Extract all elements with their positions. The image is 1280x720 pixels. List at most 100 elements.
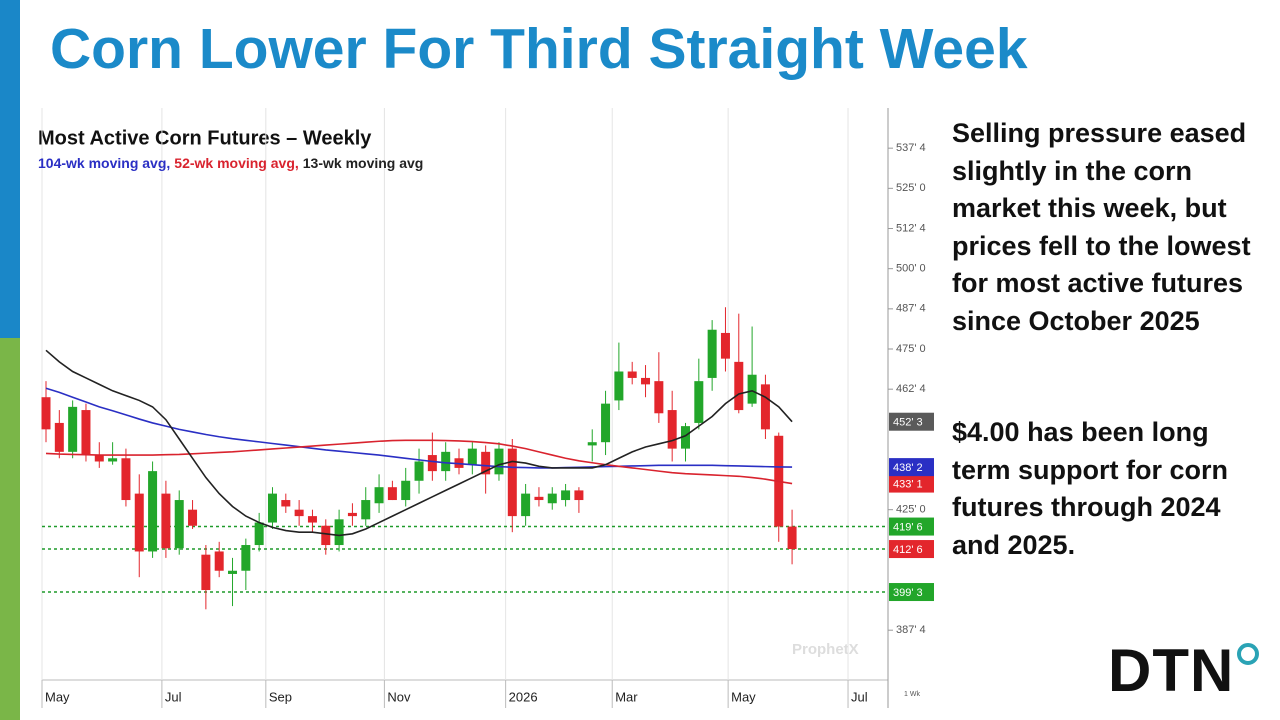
candle-body: [81, 410, 91, 456]
candle-body: [214, 551, 224, 571]
candle-body: [361, 500, 371, 520]
candle-body: [707, 329, 717, 378]
y-tick-label: 487' 4: [896, 303, 926, 315]
candle-body: [121, 458, 131, 501]
candle-body: [627, 371, 637, 378]
legend-entry: 52-wk moving avg,: [174, 155, 298, 171]
candle-body: [294, 509, 304, 517]
chart: Most Active Corn Futures – Weekly Prophe…: [38, 108, 934, 708]
candle-body: [414, 461, 424, 481]
y-tick-label: 387' 4: [896, 624, 926, 636]
x-tick-label: Sep: [269, 689, 292, 704]
candle-body: [614, 371, 624, 401]
y-tick-label: 500' 0: [896, 263, 926, 275]
candle-body: [387, 487, 397, 501]
price-label-box: [889, 458, 934, 477]
y-tick-label: 425' 0: [896, 504, 926, 516]
candle-body: [694, 381, 704, 423]
price-label-box: [889, 517, 934, 536]
candle-body: [68, 406, 78, 452]
candle-body: [561, 490, 571, 501]
candle-body: [188, 509, 198, 526]
candle-body: [467, 448, 477, 465]
price-label-box: [889, 540, 934, 559]
legend-entry: 13-wk moving avg: [303, 155, 424, 171]
candle-body: [654, 381, 664, 414]
candle-body: [334, 519, 344, 546]
watermark: ProphetX: [792, 641, 859, 658]
candle-body: [41, 397, 51, 430]
candle-body: [494, 448, 504, 475]
candle-body: [148, 471, 158, 552]
candle-body: [108, 458, 118, 462]
candle-body: [267, 493, 277, 523]
price-label: 452' 3: [893, 417, 923, 429]
logo-mark: [1237, 643, 1259, 665]
candle-body: [787, 526, 797, 550]
moving-average-line: [45, 349, 793, 537]
commentary: $4.00 has been long term support for cor…: [952, 417, 1229, 560]
candle-body: [174, 500, 184, 549]
slide-title: Corn Lower For Third Straight Week: [50, 17, 1028, 81]
candle-body: [427, 455, 437, 472]
y-tick-label: 537' 4: [896, 142, 926, 154]
legend: 104-wk moving avg, 52-wk moving avg, 13-wk…: [38, 155, 423, 171]
candle-body: [321, 525, 331, 546]
candle-body: [601, 403, 611, 443]
candle-body: [667, 410, 677, 449]
x-tick-label: Jul: [851, 689, 868, 704]
candle-body: [347, 512, 357, 517]
candle-body: [574, 490, 584, 501]
candle-body: [281, 500, 291, 507]
y-tick-label: 525' 0: [896, 182, 926, 194]
y-tick-label: 512' 4: [896, 222, 926, 234]
commentary: Selling pressure eased slightly in the c…: [952, 118, 1251, 336]
candle-body: [507, 448, 517, 517]
x-tick-label: 2026: [509, 689, 538, 704]
candle-body: [241, 545, 251, 571]
x-tick-label: May: [731, 689, 756, 704]
candle-body: [641, 377, 651, 385]
x-tick-label: Mar: [615, 689, 638, 704]
candle-body: [547, 493, 557, 504]
candle-body: [161, 493, 171, 549]
candle-body: [720, 332, 730, 359]
candle-body: [441, 451, 451, 472]
candle-body: [254, 522, 264, 546]
candle-body: [481, 451, 491, 475]
candle-body: [401, 480, 411, 501]
y-tick-label: 462' 4: [896, 383, 926, 395]
legend-entry: 104-wk moving avg,: [38, 155, 170, 171]
candle-body: [201, 554, 211, 591]
y-tick-label: 475' 0: [896, 343, 926, 355]
candle-body: [747, 374, 757, 404]
moving-average-line: [45, 439, 793, 485]
x-tick-label: May: [45, 689, 70, 704]
chart-title: Most Active Corn Futures – Weekly: [38, 127, 372, 149]
candle-body: [734, 361, 744, 411]
price-label-box: [889, 412, 934, 431]
candle-body: [307, 516, 317, 523]
x-tick-label: Jul: [165, 689, 182, 704]
price-label-box: [889, 583, 934, 602]
price-label: 419' 6: [893, 521, 923, 533]
candle-body: [534, 496, 544, 501]
logo: DTN: [1108, 637, 1235, 704]
accent-bar: [0, 0, 20, 338]
x-tick-label: Nov: [387, 689, 411, 704]
candle-body: [680, 426, 690, 449]
price-label: 412' 6: [893, 544, 923, 556]
period-label: 1 Wk: [904, 691, 920, 698]
price-label: 438' 2: [893, 462, 923, 474]
candle-body: [134, 493, 144, 552]
price-label-box: [889, 474, 934, 493]
candle-body: [521, 493, 531, 517]
candle-body: [54, 422, 64, 452]
price-label: 399' 3: [893, 587, 923, 599]
candle-body: [760, 384, 770, 430]
candle-body: [587, 442, 597, 446]
candle-body: [94, 455, 104, 462]
price-label: 433' 1: [893, 478, 923, 490]
accent-bar: [0, 338, 20, 720]
